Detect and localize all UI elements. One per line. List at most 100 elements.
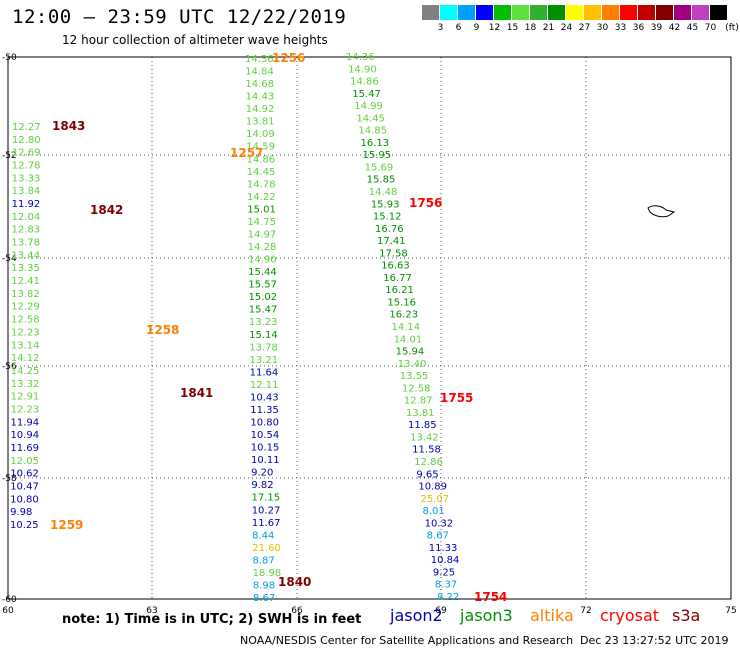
swh-value-middle: 10.54 <box>251 430 280 441</box>
swh-value-left: 10.62 <box>10 469 39 480</box>
legend-label: 12 <box>488 23 501 33</box>
swh-value-middle: 11.64 <box>250 367 279 378</box>
swh-value-middle: 8.44 <box>252 530 274 541</box>
swh-value-right: 15.16 <box>387 297 416 308</box>
swh-value-left: 13.33 <box>12 173 41 184</box>
legend-swatch <box>494 5 511 20</box>
swh-value-middle: 14.86 <box>246 154 275 165</box>
legend-swatch <box>476 5 493 20</box>
swh-value-middle: 11.35 <box>250 405 279 416</box>
swh-value-right: 15.94 <box>396 347 425 358</box>
swh-value-right: 14.86 <box>350 77 379 88</box>
swh-value-right: 14.90 <box>348 64 377 75</box>
swh-value-middle: 9.82 <box>251 480 273 491</box>
swh-value-left: 12.41 <box>11 276 40 287</box>
legend-swatch <box>530 5 547 20</box>
pass-id-label: 1257 <box>230 146 263 160</box>
x-tick-label: 63 <box>146 606 157 616</box>
swh-value-middle: 13.21 <box>249 355 278 366</box>
swh-value-right: 14.45 <box>356 113 385 124</box>
pass-id-label: 1843 <box>52 119 85 133</box>
swh-value-right: 14.14 <box>392 322 421 333</box>
swh-value-right: 25.07 <box>420 494 449 505</box>
swh-value-right: 14.99 <box>354 101 383 112</box>
swh-value-left: 10.25 <box>10 520 39 531</box>
pass-id-label: 1754 <box>474 590 507 604</box>
swh-value-middle: 14.75 <box>247 217 276 228</box>
legend-swatch <box>422 5 439 20</box>
swh-value-left: 11.94 <box>11 417 40 428</box>
pass-id-label: 1756 <box>409 196 442 210</box>
swh-value-right: 10.32 <box>425 518 454 529</box>
legend-swatch <box>584 5 601 20</box>
swh-value-middle: 10.11 <box>251 455 280 466</box>
swh-value-middle: 14.78 <box>247 179 276 190</box>
swh-value-middle: 21.60 <box>252 543 281 554</box>
swh-value-middle: 15.47 <box>249 305 278 316</box>
legend-label: 15 <box>506 23 519 33</box>
swh-value-middle: 10.27 <box>252 505 281 516</box>
color-legend: 3 6 9 12 15 18 21 24 27 30 33 36 39 42 45 70 (ft) <box>422 5 739 35</box>
swh-value-left: 12.80 <box>12 135 41 146</box>
swh-value-middle: 13.78 <box>249 342 278 353</box>
footer-credit: NOAA/NESDIS Center for Satellite Applica… <box>240 634 574 647</box>
swh-value-left: 12.05 <box>10 456 39 467</box>
swh-value-right: 14.85 <box>358 126 387 137</box>
swh-value-left: 12.83 <box>11 225 40 236</box>
swh-value-left: 13.14 <box>11 340 40 351</box>
swh-value-right: 10.84 <box>431 555 460 566</box>
swh-value-middle: 14.84 <box>245 67 274 78</box>
x-tick-label: 75 <box>725 606 736 616</box>
legend-label: 30 <box>596 23 609 33</box>
footer-timestamp: Dec 23 13:27:52 UTC 2019 <box>580 634 729 647</box>
swh-value-right: 13.42 <box>410 432 439 443</box>
swh-value-left: 12.91 <box>11 392 40 403</box>
swh-value-middle: 8.87 <box>252 555 274 566</box>
swh-value-right: 15.47 <box>352 89 381 100</box>
legend-swatch <box>566 5 583 20</box>
swh-value-middle: 14.09 <box>246 129 275 140</box>
island-outline <box>647 205 676 218</box>
y-tick-label: -52 <box>2 151 17 161</box>
swh-value-left: 12.27 <box>12 122 41 133</box>
satellite-jason3-label: jason3 <box>460 606 513 625</box>
swh-value-middle: 14.28 <box>248 242 277 253</box>
swh-value-middle: 13.81 <box>246 117 275 128</box>
swh-value-right: 12.58 <box>402 383 431 394</box>
swh-value-middle: 8.67 <box>253 593 275 604</box>
swh-value-left: 13.82 <box>11 289 40 300</box>
legend-label: 9 <box>473 23 480 33</box>
x-tick-label: 72 <box>580 606 591 616</box>
swh-value-right: 12.86 <box>414 457 443 468</box>
y-tick-label: -56 <box>2 362 17 372</box>
legend-label: 33 <box>614 23 627 33</box>
legend-swatch <box>602 5 619 20</box>
swh-value-middle: 14.22 <box>247 192 276 203</box>
swh-value-left: 11.69 <box>10 443 39 454</box>
legend-label: 42 <box>668 23 681 33</box>
swh-value-middle: 18.98 <box>253 568 282 579</box>
pass-id-label: 1755 <box>440 391 473 405</box>
swh-value-left: 12.23 <box>11 404 40 415</box>
legend-swatch <box>692 5 709 20</box>
swh-value-left: 13.35 <box>11 263 40 274</box>
swh-value-left: 12.58 <box>11 315 40 326</box>
legend-label: 27 <box>578 23 591 33</box>
legend-swatch <box>458 5 475 20</box>
swh-value-left: 10.47 <box>10 481 39 492</box>
satellite-altika-label: altika <box>530 606 574 625</box>
swh-value-middle: 10.43 <box>250 392 279 403</box>
legend-swatch <box>440 5 457 20</box>
swh-value-right: 14.36 <box>346 52 375 63</box>
swh-value-right: 16.63 <box>381 261 410 272</box>
swh-value-middle: 15.44 <box>248 267 277 278</box>
legend-swatch <box>674 5 691 20</box>
swh-value-middle: 10.80 <box>250 418 279 429</box>
swh-value-right: 15.95 <box>363 150 392 161</box>
legend-swatch <box>638 5 655 20</box>
legend-swatch <box>710 5 727 20</box>
swh-value-right: 11.33 <box>429 543 458 554</box>
swh-value-middle: 12.11 <box>250 380 279 391</box>
swh-value-right: 17.58 <box>379 248 408 259</box>
y-tick-label: -60 <box>2 595 17 605</box>
